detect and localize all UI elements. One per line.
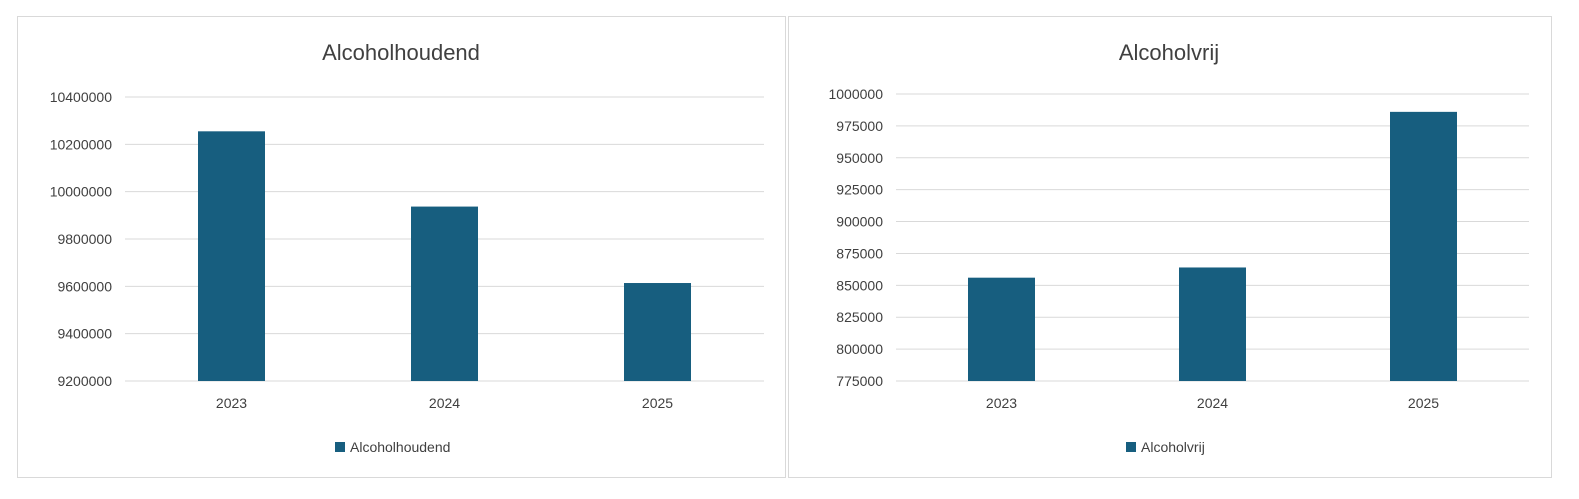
chart-svg-alcoholvrij: Alcoholvrij 775000 800000 825000 850000 8750…: [828, 40, 1529, 455]
x-tick-label: 2024: [1197, 395, 1228, 411]
x-tick-label: 2023: [216, 395, 247, 411]
y-tick-label: 925000: [836, 182, 883, 198]
y-tick-label: 1000000: [828, 86, 883, 102]
y-tick-label: 900000: [836, 214, 883, 230]
y-tick-label: 975000: [836, 118, 883, 134]
x-tick-label: 2025: [1408, 395, 1439, 411]
y-tick-label: 800000: [836, 341, 883, 357]
bar-2024: [411, 206, 478, 381]
bar-2023: [968, 277, 1035, 381]
y-tick-label: 9600000: [57, 278, 112, 294]
x-tick-label: 2023: [986, 395, 1017, 411]
y-tick-label: 10400000: [50, 89, 113, 105]
legend-label: Alcoholvrij: [1141, 439, 1205, 455]
legend-swatch: [1126, 442, 1136, 452]
bar-2023: [198, 131, 265, 381]
y-tick-label: 9800000: [57, 231, 112, 247]
legend: Alcoholvrij: [1126, 439, 1205, 455]
chart-svg-alcoholhoudend: Alcoholhoudend 9200000 9400000 9600000 9800…: [50, 40, 764, 455]
y-tick-label: 10000000: [50, 184, 113, 200]
legend: Alcoholhoudend: [335, 439, 450, 455]
x-tick-label: 2025: [642, 395, 673, 411]
y-tick-label: 850000: [836, 277, 883, 293]
y-tick-label: 875000: [836, 245, 883, 261]
y-tick-label: 825000: [836, 309, 883, 325]
y-tick-label: 950000: [836, 150, 883, 166]
legend-swatch: [335, 442, 345, 452]
y-tick-label: 775000: [836, 373, 883, 389]
chart-title: Alcoholvrij: [1119, 40, 1219, 65]
bar-2024: [1179, 267, 1246, 381]
x-tick-label: 2024: [429, 395, 460, 411]
y-tick-label: 9400000: [57, 326, 112, 342]
bar-2025: [1390, 111, 1457, 381]
chart-panel-alcoholvrij: Alcoholvrij 775000 800000 825000 850000 8750…: [788, 16, 1552, 478]
bar-2025: [624, 283, 691, 381]
y-tick-label: 9200000: [57, 373, 112, 389]
chart-title: Alcoholhoudend: [322, 40, 480, 65]
legend-label: Alcoholhoudend: [350, 439, 450, 455]
y-tick-label: 10200000: [50, 136, 113, 152]
chart-panel-alcoholhoudend: Alcoholhoudend 9200000 9400000 9600000 9800…: [17, 16, 786, 478]
